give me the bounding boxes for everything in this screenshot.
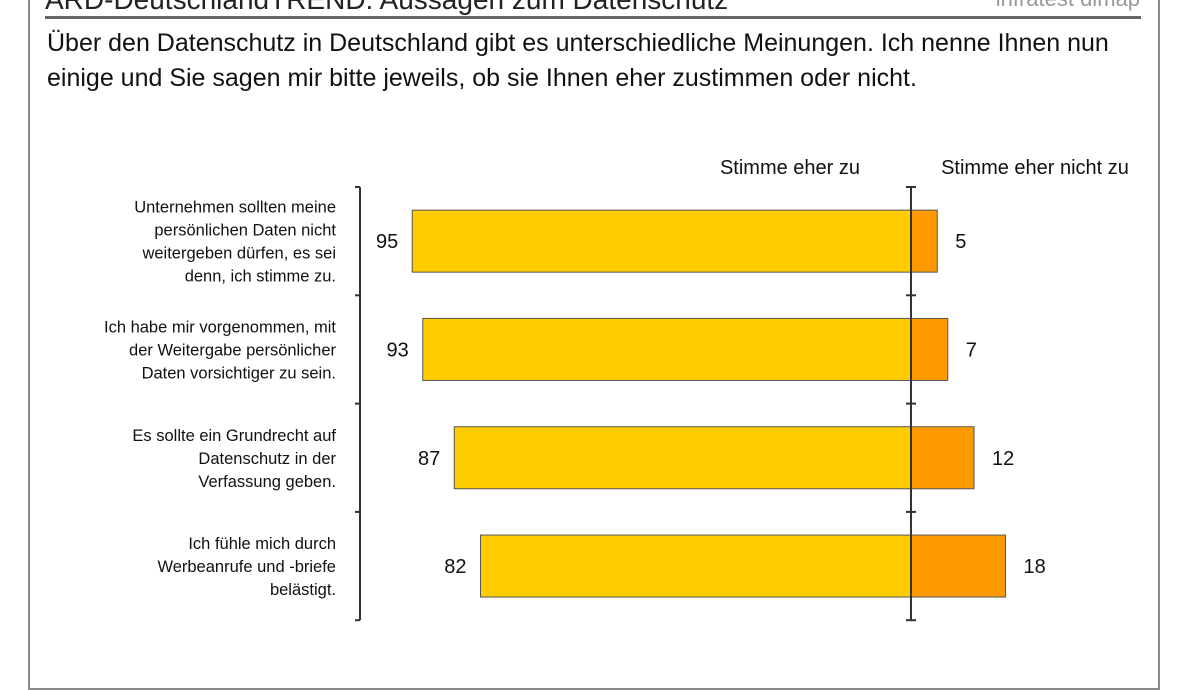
bar-disagree: [910, 534, 1006, 598]
category-label: belästigt.: [270, 581, 336, 599]
category-label: Verfassung geben.: [198, 473, 336, 491]
category-label: denn, ich stimme zu.: [185, 268, 336, 286]
data-label-disagree: 12: [992, 448, 1014, 470]
data-label-disagree: 7: [966, 339, 977, 361]
bar-agree: [480, 534, 912, 598]
legend-agree: Stimme eher zu: [720, 157, 860, 179]
category-label: Ich habe mir vorgenommen, mit: [104, 318, 336, 336]
survey-question: Über den Datenschutz in Deutschland gibt…: [47, 29, 1109, 92]
bar-agree: [411, 209, 912, 273]
category-label: Ich fühle mich durch: [188, 535, 336, 553]
bar-disagree: [910, 426, 975, 490]
category-label: Datenschutz in der: [198, 450, 336, 468]
data-label-agree: 95: [376, 231, 398, 253]
data-label-disagree: 5: [955, 231, 966, 253]
category-label: der Weitergabe persönlicher: [129, 341, 336, 359]
category-label: Es sollte ein Grundrecht auf: [132, 427, 336, 445]
data-label-agree: 87: [418, 448, 440, 470]
category-label: Daten vorsichtiger zu sein.: [142, 364, 336, 382]
bar-agree: [422, 317, 912, 381]
bar-agree: [453, 426, 912, 490]
bar-chart: Stimme eher zu Stimme eher nicht zu 95 5 U…: [104, 157, 1129, 622]
title-divider: [45, 16, 1141, 19]
data-label-disagree: 18: [1024, 556, 1046, 578]
legend-disagree: Stimme eher nicht zu: [941, 157, 1129, 179]
chart-title: ARD-DeutschlandTREND: Aussagen zum Daten…: [45, 0, 728, 16]
category-label: Werbeanrufe und -briefe: [157, 558, 336, 576]
category-label: Unternehmen sollten meine: [134, 199, 336, 217]
data-label-agree: 82: [444, 556, 466, 578]
bar-disagree: [910, 209, 938, 273]
category-label: persönlichen Daten nicht: [154, 222, 336, 240]
bar-disagree: [910, 317, 949, 381]
brand-logo-text: infratest dimap: [996, 0, 1140, 12]
data-label-agree: 93: [387, 339, 409, 361]
category-label: weitergeben dürfen, es sei: [141, 245, 336, 263]
